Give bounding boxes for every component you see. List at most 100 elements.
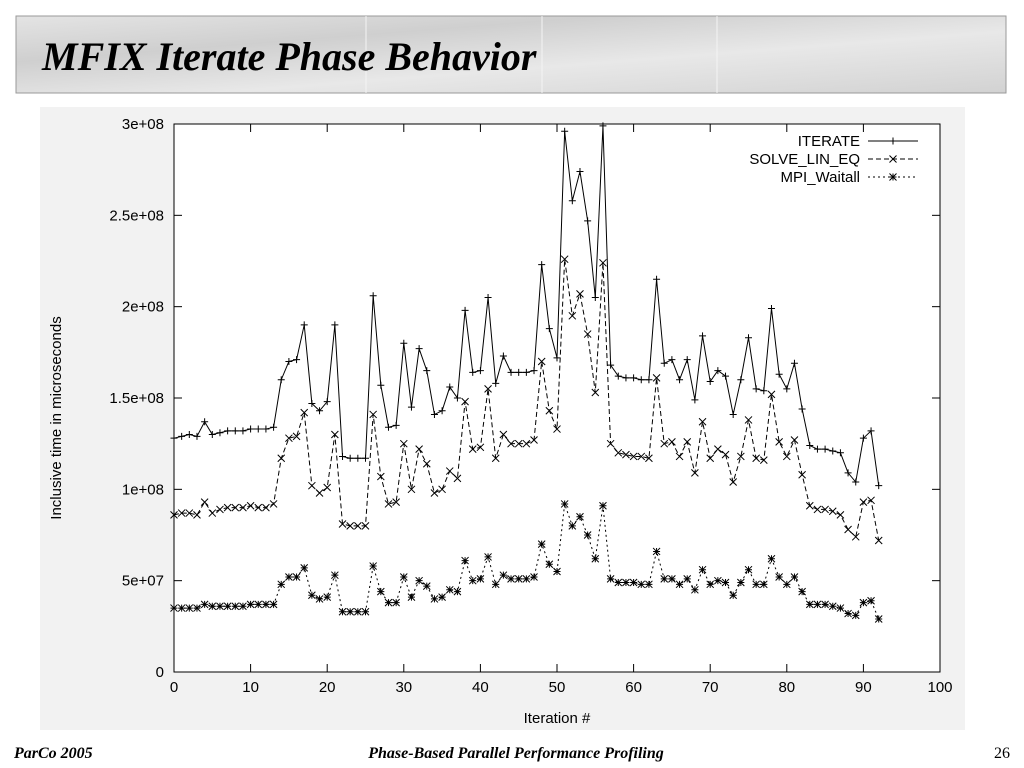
data-point [553, 425, 561, 433]
data-point [446, 383, 454, 391]
data-point [660, 439, 669, 448]
data-point [377, 381, 385, 389]
data-point [583, 531, 592, 539]
data-point [338, 607, 347, 616]
data-point [239, 503, 247, 512]
data-point [560, 500, 569, 508]
data-point [331, 571, 339, 580]
data-point [859, 498, 868, 506]
data-point [653, 275, 661, 283]
data-point [292, 573, 301, 581]
data-point [438, 593, 446, 601]
data-point [231, 503, 240, 512]
data-point [476, 367, 484, 375]
data-point [407, 593, 416, 601]
data-point [652, 547, 661, 556]
data-point [729, 410, 737, 418]
data-point [683, 437, 692, 446]
data-point [484, 385, 492, 393]
data-point [208, 431, 216, 439]
data-point [308, 399, 316, 407]
data-point [445, 467, 454, 475]
data-point [714, 445, 722, 454]
data-point [828, 507, 837, 516]
data-point [859, 434, 867, 442]
data-point [376, 472, 385, 481]
data-point [729, 591, 738, 600]
data-point [422, 459, 431, 468]
data-point [254, 425, 262, 433]
data-point [216, 602, 224, 611]
data-point [867, 496, 875, 505]
data-point [698, 417, 707, 426]
data-point [645, 376, 653, 384]
data-point [231, 602, 240, 611]
data-point [499, 571, 508, 580]
data-point [293, 356, 301, 364]
data-point [239, 427, 247, 435]
data-point [254, 600, 263, 609]
data-point [430, 595, 439, 603]
data-point [300, 564, 309, 572]
data-point [277, 580, 286, 589]
data-point [706, 378, 714, 386]
data-point [783, 385, 791, 393]
data-point [537, 540, 546, 548]
data-point [468, 576, 477, 585]
data-point [874, 536, 883, 545]
data-point [269, 600, 278, 609]
data-point [844, 469, 852, 477]
data-point [722, 372, 730, 380]
data-point [530, 436, 538, 444]
data-point [790, 359, 798, 367]
x-tick-label: 70 [702, 679, 719, 696]
data-point [821, 600, 829, 609]
data-point [353, 607, 362, 616]
data-point [507, 574, 515, 583]
data-point [752, 580, 761, 589]
data-point [522, 439, 531, 448]
data-point [767, 554, 776, 563]
data-point [484, 553, 492, 561]
data-point [782, 580, 791, 589]
data-point [361, 522, 370, 530]
data-point [591, 388, 600, 397]
data-point [553, 567, 561, 576]
data-point [576, 290, 584, 298]
data-point [269, 500, 278, 508]
slide-title: MFIX Iterate Phase Behavior [41, 34, 537, 79]
data-point [277, 454, 286, 463]
data-point [691, 396, 699, 404]
data-point [422, 582, 431, 591]
legend-label: SOLVE_LIN_EQ [749, 151, 860, 168]
data-point [469, 368, 477, 376]
data-point [177, 604, 186, 612]
data-point [630, 374, 638, 382]
data-point [468, 445, 477, 454]
data-point [622, 450, 630, 459]
data-point [560, 255, 569, 264]
data-point [400, 339, 408, 347]
data-point [736, 578, 745, 587]
data-point [583, 330, 592, 338]
data-point [178, 432, 186, 440]
data-point [736, 452, 745, 461]
data-point [591, 294, 599, 302]
data-point [277, 376, 285, 384]
data-point [461, 306, 469, 314]
data-point [430, 410, 438, 418]
x-tick-label: 60 [625, 679, 642, 696]
data-point [285, 573, 293, 581]
data-point [568, 522, 577, 530]
footer-center: Phase-Based Parallel Performance Profili… [367, 745, 664, 762]
data-point [706, 454, 715, 463]
data-point [308, 481, 316, 490]
x-tick-label: 40 [472, 679, 489, 696]
data-point [660, 359, 668, 367]
data-point [752, 454, 761, 463]
data-point [629, 452, 638, 461]
data-point [744, 565, 753, 574]
data-point [247, 425, 255, 433]
data-point [606, 439, 615, 448]
data-point [285, 357, 293, 365]
